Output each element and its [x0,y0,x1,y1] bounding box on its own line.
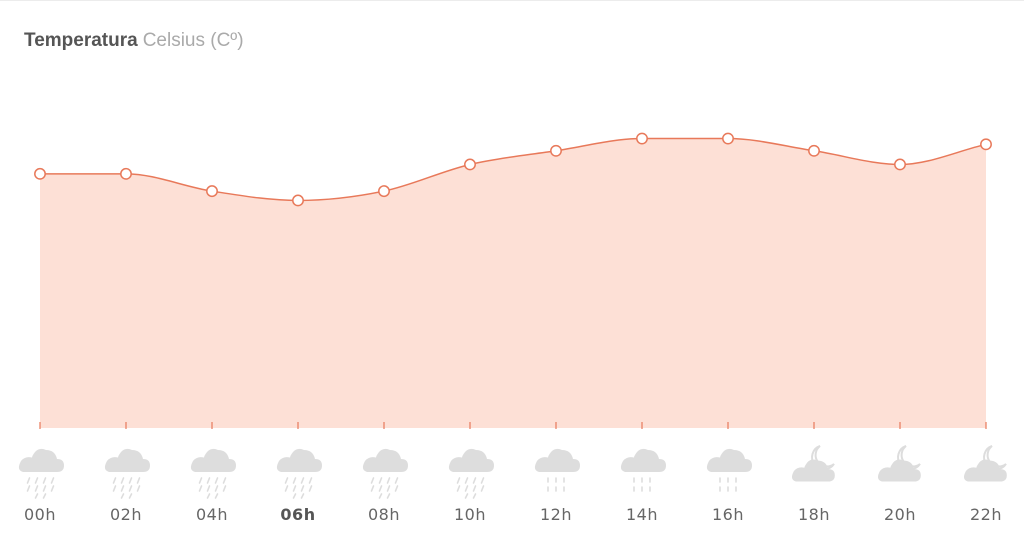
temperature-area [40,138,986,428]
x-tick-label-16h: 16h [712,505,744,524]
cloud-rain-icon [104,448,150,499]
cloud-rain-icon [448,448,494,499]
data-point-12h[interactable] [550,144,562,157]
x-tick-label-04h: 04h [196,505,228,524]
data-point-06h[interactable] [292,194,304,207]
temperature-line [40,137,987,202]
data-point-14h[interactable] [636,132,648,145]
x-tick-label-10h: 10h [454,505,486,524]
data-point-20h[interactable] [894,158,906,171]
x-tick-label-18h: 18h [798,505,830,524]
chart-title-unit: Celsius (Cº) [142,30,244,51]
data-point-04h[interactable] [206,185,218,198]
x-tick-label-22h: 22h [970,505,1002,524]
cloud-drizzle-icon [706,448,752,492]
cloud-rain-icon [18,448,65,499]
x-tick-label-00h: 00h [24,505,56,524]
data-point-10h[interactable] [464,158,476,171]
x-tick-label-20h: 20h [884,505,916,524]
data-point-18h[interactable] [808,144,820,157]
cloud-rain-icon [362,448,408,499]
chart-title-main: Temperatura [24,30,138,51]
data-point-22h[interactable] [980,138,992,151]
moon-cloud-icon [791,445,835,482]
moon-cloud-icon [963,445,1007,482]
chart-title: Temperatura Celsius (Cº) [24,29,244,53]
data-point-02h[interactable] [120,167,132,180]
x-tick-label-08h: 08h [368,505,400,524]
data-point-00h[interactable] [34,167,46,180]
x-tick-label-14h: 14h [626,505,658,524]
data-point-16h[interactable] [722,132,734,145]
x-tick-label-06h: 06h [280,505,315,524]
cloud-drizzle-icon [620,448,666,492]
moon-cloud-icon [877,445,921,482]
cloud-drizzle-icon [534,448,580,492]
data-point-08h[interactable] [378,185,390,198]
cloud-rain-icon [190,448,236,499]
x-tick-label-02h: 02h [110,505,142,524]
x-tick-label-12h: 12h [540,505,572,524]
top-divider [0,0,1024,1]
cloud-rain-icon [276,448,322,499]
